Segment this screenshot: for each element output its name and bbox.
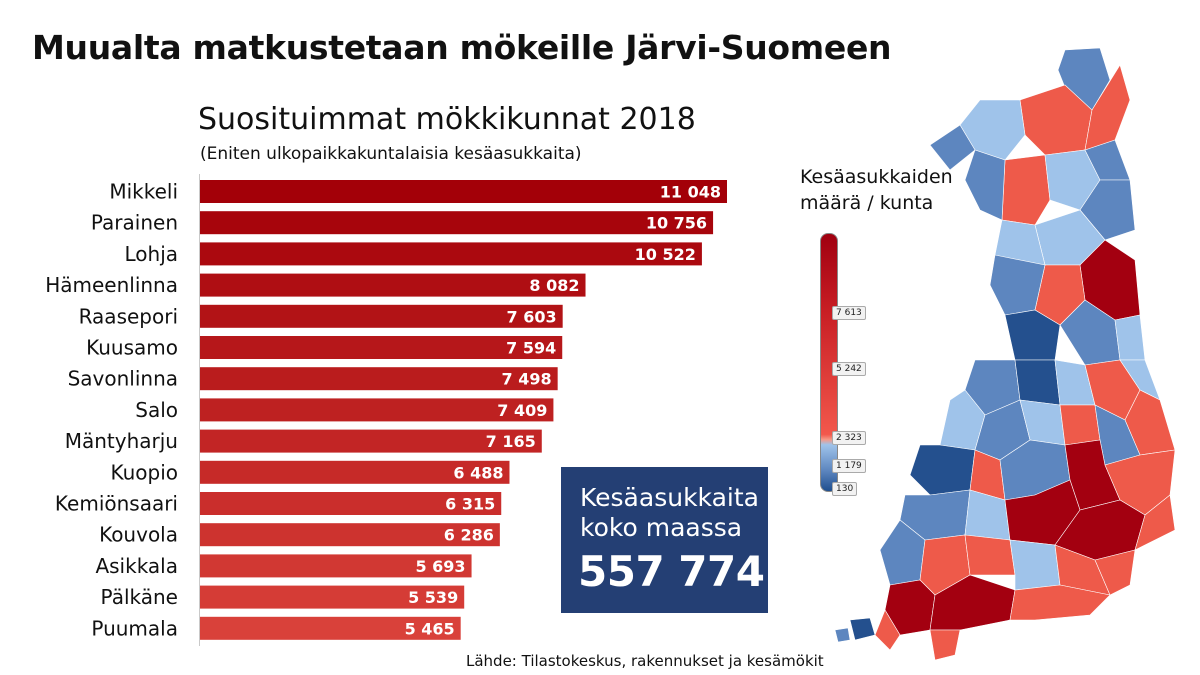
map-region — [1084, 64, 1131, 151]
source-note: Lähde: Tilastokeskus, rakennukset ja kes… — [466, 652, 824, 670]
legend-tick: 2 323 — [832, 431, 866, 445]
category-label: Lohja — [124, 242, 178, 266]
category-label: Mäntyharju — [65, 429, 178, 453]
category-label: Parainen — [91, 211, 178, 235]
finland-map — [834, 47, 1176, 661]
category-label: Salo — [135, 398, 178, 422]
bar — [200, 273, 586, 297]
bar — [200, 242, 702, 266]
bar-value-label: 7 498 — [502, 370, 552, 389]
bar-value-label: 6 286 — [444, 526, 494, 545]
map-region — [929, 629, 961, 661]
map-region — [964, 534, 1016, 576]
bar — [200, 492, 502, 515]
category-label: Pälkäne — [101, 585, 178, 609]
bar-value-label: 5 465 — [405, 619, 455, 638]
bar — [200, 304, 563, 328]
bar — [200, 523, 500, 547]
chart-title: Muualta matkustetaan mökeille Järvi-Suom… — [32, 28, 892, 67]
map-region — [834, 627, 851, 643]
map-region — [909, 444, 976, 496]
total-box: Kesäasukkaita koko maassa 557 774 — [561, 467, 768, 613]
category-label: Hämeenlinna — [45, 273, 178, 297]
map-region — [1014, 359, 1061, 406]
chart-subtitle: Suosituimmat mökkikunnat 2018 — [198, 102, 696, 137]
bar — [200, 336, 563, 359]
map-region — [964, 149, 1006, 221]
map-region — [1134, 494, 1176, 551]
category-label: Kuopio — [110, 460, 178, 484]
legend-tick: 5 242 — [832, 362, 866, 376]
bar-value-label: 7 165 — [486, 432, 536, 451]
legend-tick: 1 179 — [832, 459, 866, 473]
map-region — [1001, 154, 1051, 226]
bar-value-label: 10 756 — [646, 214, 707, 233]
category-label: Mikkeli — [109, 180, 178, 204]
bar — [200, 211, 714, 235]
bar — [200, 585, 465, 609]
bar — [200, 367, 558, 391]
legend-tick: 7 613 — [832, 306, 866, 320]
map-region — [929, 124, 976, 171]
category-label: Kuusamo — [86, 336, 178, 360]
legend-tick: 130 — [832, 482, 858, 496]
bar — [200, 460, 510, 484]
map-region — [1009, 584, 1111, 621]
map-region — [874, 609, 901, 651]
category-label: Kouvola — [99, 523, 178, 547]
total-value: 557 774 — [578, 547, 765, 596]
bar — [200, 554, 472, 578]
bar-value-label: 7 409 — [497, 401, 547, 420]
map-region — [1004, 309, 1061, 361]
category-label: Puumala — [91, 616, 178, 640]
category-label: Kemiönsaari — [55, 492, 178, 516]
bar — [200, 616, 461, 640]
legend-title: Kesäasukkaiden määrä / kunta — [800, 166, 953, 214]
bar-value-label: 8 082 — [529, 276, 579, 295]
bar-value-label: 6 488 — [453, 463, 503, 482]
bar — [200, 398, 554, 422]
category-label: Raasepori — [79, 304, 178, 328]
bar-axis-line — [199, 174, 200, 646]
bar-value-label: 7 594 — [506, 339, 556, 358]
category-label: Asikkala — [95, 554, 178, 578]
chart-note: (Eniten ulkopaikkakuntalaisia kesäasukka… — [200, 144, 582, 164]
bar-value-label: 10 522 — [635, 245, 696, 264]
map-region — [1114, 314, 1146, 361]
map-region — [1009, 539, 1061, 591]
map-region — [1079, 179, 1136, 241]
map-region — [1094, 549, 1136, 596]
bar-value-label: 5 693 — [415, 557, 465, 576]
bar — [200, 180, 727, 203]
total-label: Kesäasukkaita koko maassa — [580, 483, 759, 542]
category-label: Savonlinna — [68, 367, 178, 391]
map-region — [1059, 404, 1101, 446]
bar — [200, 429, 542, 453]
bar-value-label: 6 315 — [445, 495, 495, 514]
map-region — [849, 617, 876, 641]
bar-value-label: 7 603 — [507, 307, 557, 326]
bar-value-label: 11 048 — [660, 183, 721, 202]
bar-value-label: 5 539 — [408, 588, 458, 607]
